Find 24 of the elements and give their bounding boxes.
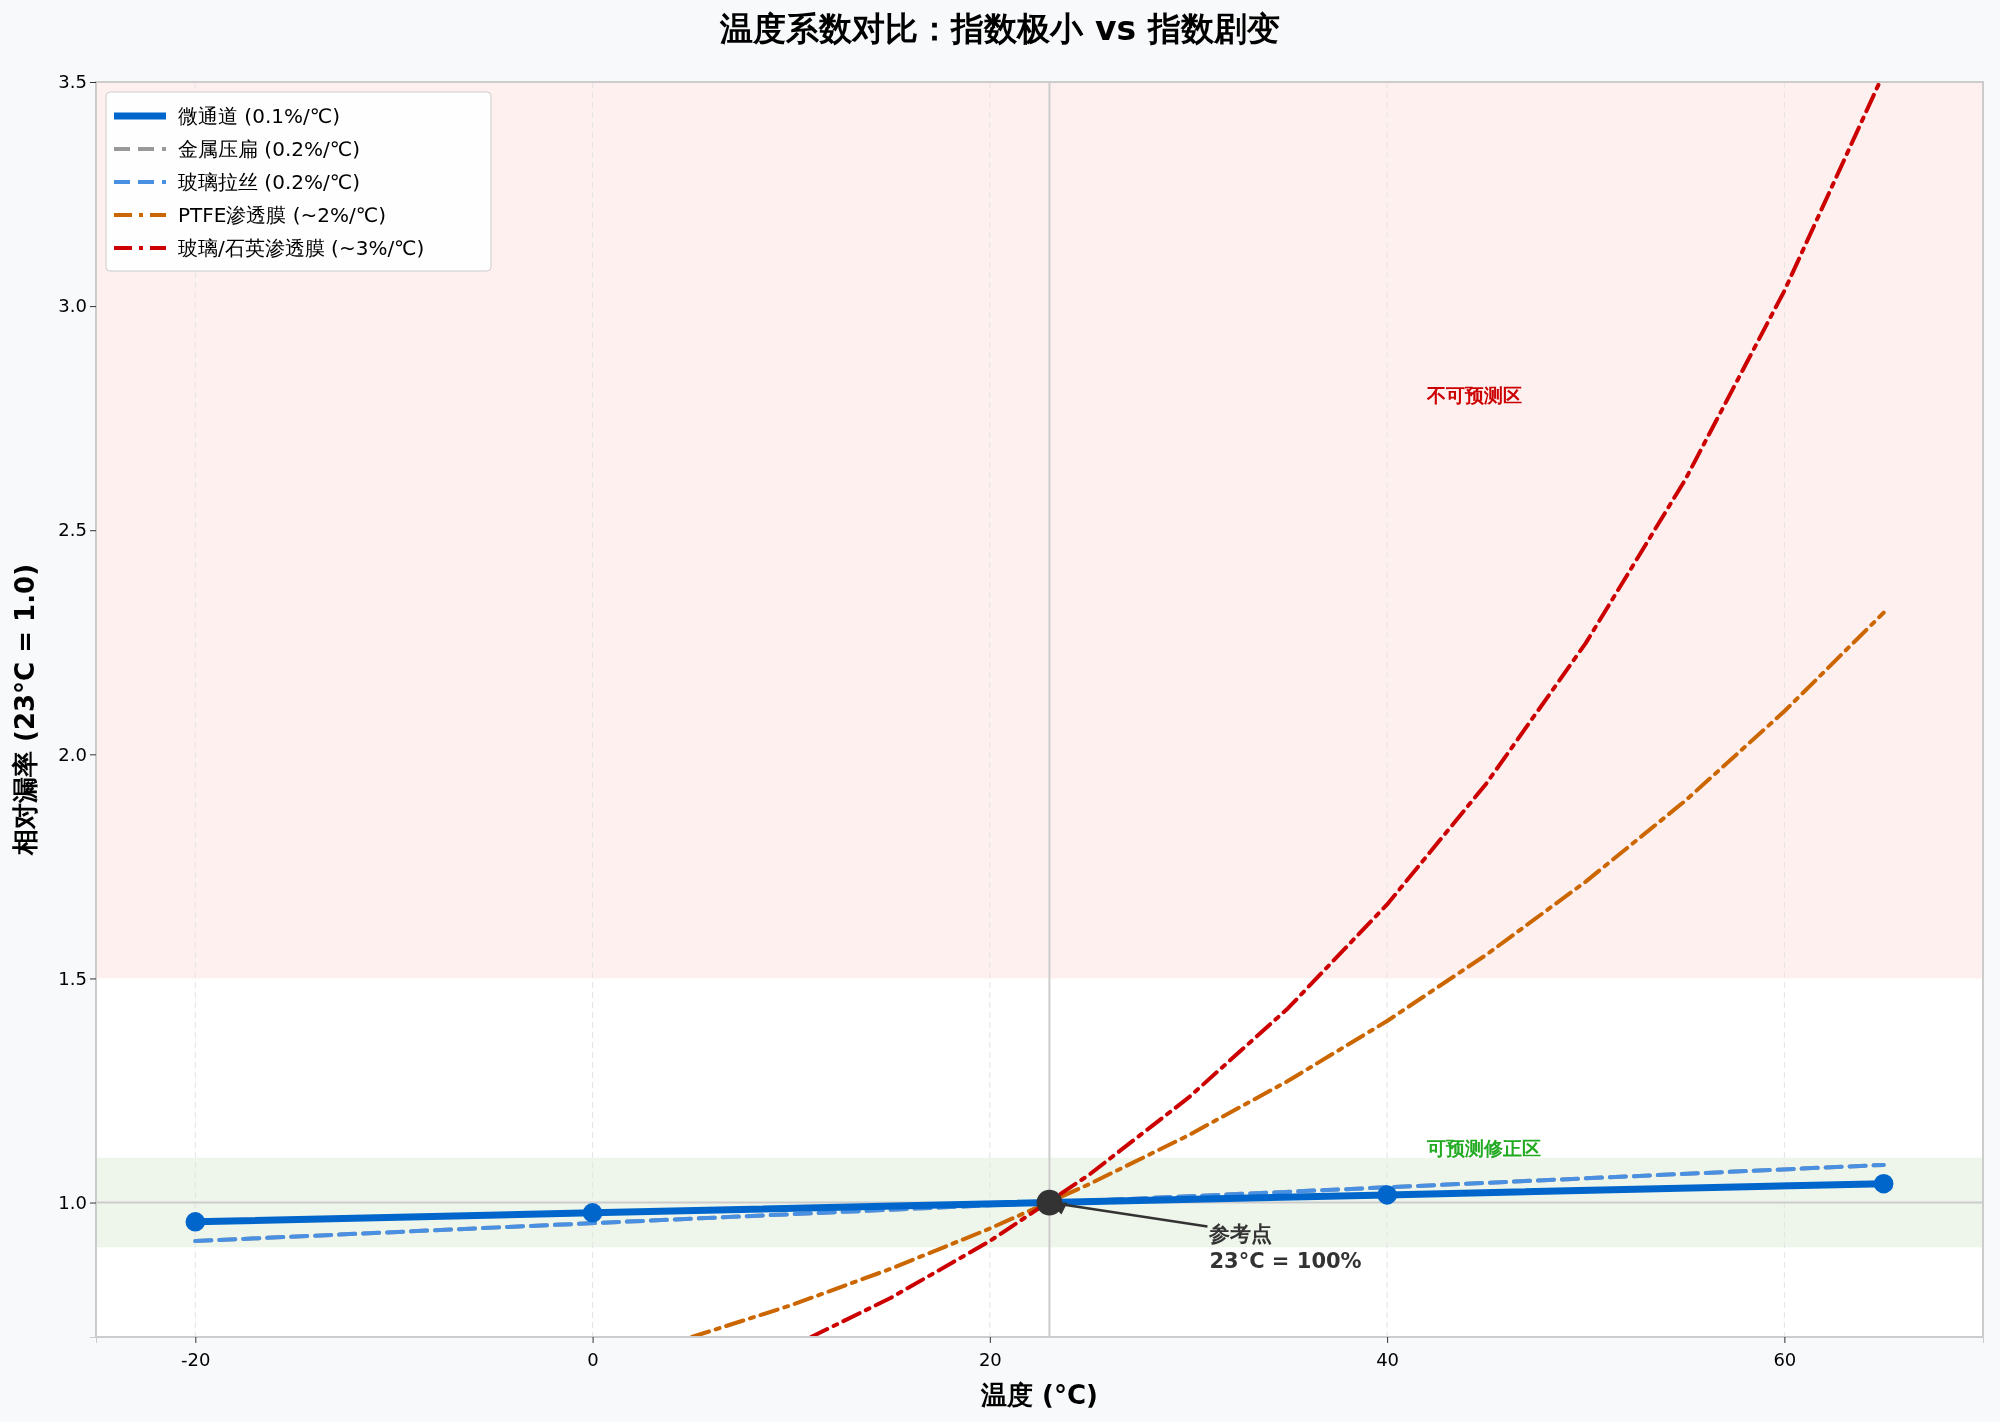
y-axis-title: 相对漏率 (23°C = 1.0) xyxy=(10,563,40,857)
y-tick-label: 1.0 xyxy=(58,1191,87,1213)
y-tick-label: 2.5 xyxy=(58,519,87,541)
x-tick-label: -20 xyxy=(181,1348,211,1370)
line-series xyxy=(689,610,1886,1337)
legend-label: 微通道 (0.1%/℃) xyxy=(178,104,340,128)
line-series xyxy=(809,82,1882,1337)
legend-label: 玻璃拉丝 (0.2%/℃) xyxy=(178,170,360,194)
x-tick-label: 60 xyxy=(1773,1348,1797,1370)
y-tick-label: 3.5 xyxy=(58,71,87,93)
y-tick-label: 1.5 xyxy=(58,967,87,989)
x-axis-title: 温度 (°C) xyxy=(980,1380,1098,1410)
legend-label: 金属压扁 (0.2%/℃) xyxy=(178,137,360,161)
x-tick-label: 20 xyxy=(978,1348,1002,1370)
band-label: 不可预测区 xyxy=(1425,383,1522,406)
legend-label: PTFE渗透膜 (~2%/℃) xyxy=(178,203,387,227)
chart-title: 温度系数对比：指数极小 vs 指数剧变 xyxy=(719,9,1280,48)
y-tick-label: 3.0 xyxy=(58,295,87,317)
band-label: 可预测修正区 xyxy=(1425,1136,1541,1159)
annotation: 参考点 23°C = 100% xyxy=(1208,1221,1362,1273)
x-tick-label: 40 xyxy=(1376,1348,1400,1370)
x-tick-label: 0 xyxy=(587,1348,599,1370)
legend-label: 玻璃/石英渗透膜 (~3%/℃) xyxy=(178,236,425,260)
y-tick-label: 2.0 xyxy=(58,743,87,765)
